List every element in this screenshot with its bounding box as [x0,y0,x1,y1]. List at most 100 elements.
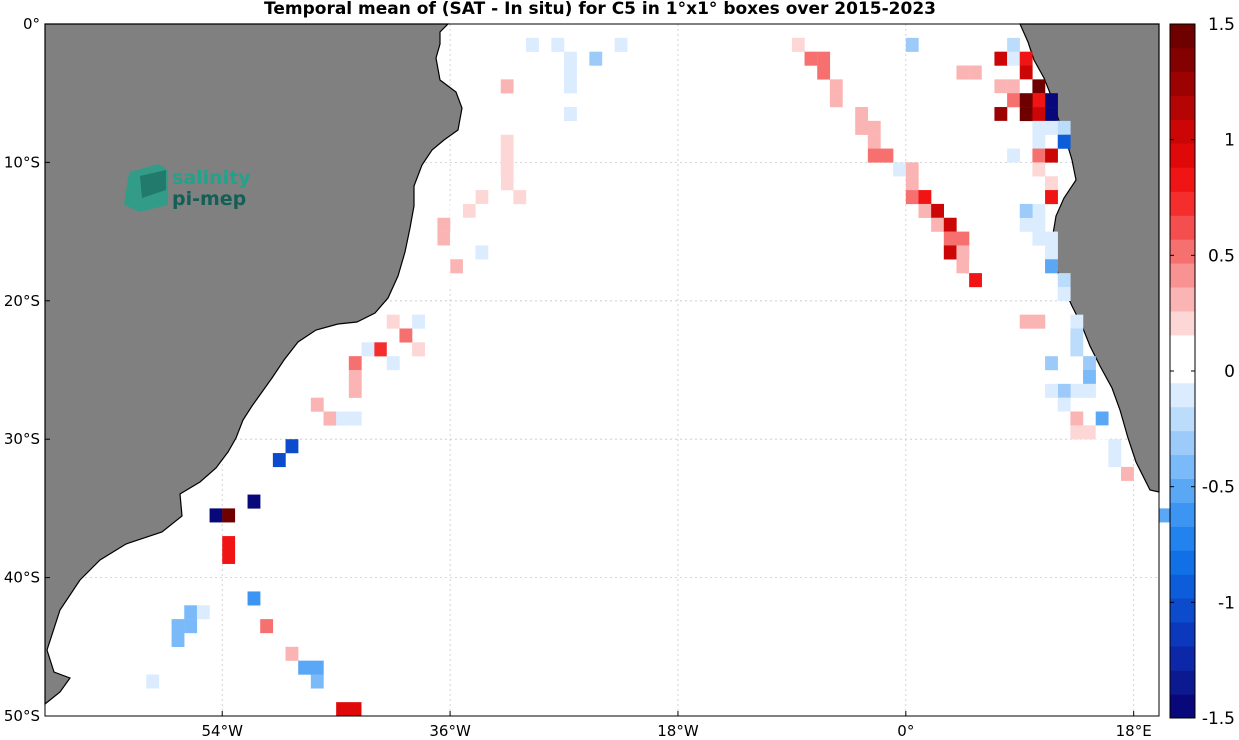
colorbar-swatch [1170,454,1195,479]
grid-box [500,162,514,177]
grid-box [969,65,982,80]
colorbar-swatch [1170,167,1195,192]
colorbar-tick-label: -0.5 [1202,478,1235,498]
grid-box [361,342,375,357]
grid-box [222,549,236,564]
y-tick-label: 20°S [4,292,40,310]
grid-box [994,79,1008,94]
grid-box [1045,176,1058,191]
grid-box [1083,425,1096,440]
grid-box [804,51,818,66]
grid-box [1007,134,1020,149]
grid-box [374,383,387,398]
grid-box [1045,356,1058,371]
logo-mark-shade [140,170,166,198]
grid-box [931,217,944,232]
grid-box [424,245,438,260]
grid-box [817,65,831,80]
grid-box [437,217,451,232]
colorbar-tick-label: -1.5 [1202,709,1235,729]
colorbar-swatch [1170,335,1195,360]
grid-box [298,660,312,675]
grid-box [488,190,501,205]
colorbar-swatch [1170,287,1195,312]
grid-box [1032,217,1046,232]
colorbar-swatch [1170,143,1195,168]
grid-box [564,65,577,80]
plot-frame [44,23,1160,717]
grid-box [462,217,476,232]
grid-box [386,342,400,357]
grid-box [1057,383,1071,398]
grid-box [260,619,274,634]
grid-box [880,148,894,163]
grid-box [564,51,577,66]
grid-box [589,51,603,66]
grid-box [475,217,489,232]
grid-box [500,79,514,94]
grid-box [475,176,489,191]
grid-box [1057,411,1071,426]
colorbar-swatch [1170,502,1195,527]
grid-box [374,370,387,385]
grid-box [475,190,489,205]
grid-box [348,411,362,426]
x-tick-label: 54°W [202,722,244,740]
grid-box [310,397,324,412]
grid-box [956,231,970,246]
colorbar-swatch [1170,263,1195,288]
colorbar-swatch [1170,550,1195,575]
grid-box [412,314,425,329]
grid-box [1019,93,1033,108]
grid-box [386,314,400,329]
grid-box [994,120,1008,135]
grid-box [1045,231,1058,246]
grid-box [513,190,527,205]
grid-box [943,245,957,260]
grid-box [1007,79,1020,94]
grid-box [1108,453,1122,468]
grid-box [348,356,362,371]
grid-box [1057,120,1071,135]
grid-box [1045,148,1058,163]
colorbar-swatch [1170,574,1195,599]
grid-box [969,273,982,288]
colorbar-swatch [1170,478,1195,503]
x-tick-label: 18°W [657,722,699,740]
grid-box [905,176,919,191]
colorbar-swatch [1170,95,1195,121]
grid-box [437,231,451,246]
grid-box [994,51,1008,66]
grid-box [829,93,843,108]
grid-box [817,51,831,66]
grid-box [424,273,438,288]
map-title: Temporal mean of (SAT - In situ) for C5 … [264,0,936,19]
grid-box [867,134,881,149]
grid-box [1045,259,1058,274]
grid-box [526,37,539,52]
grid-box [424,259,438,274]
salinity-pi-mep-logo: salinity pi-mep [124,164,251,212]
grid-box [222,536,236,551]
colorbar-swatch [1170,598,1195,623]
grid-box [1045,190,1058,205]
grid-box [956,51,970,66]
grid-box [399,328,413,343]
grid-box [386,356,400,371]
grid-box [374,342,387,357]
y-tick-label: 50°S [4,707,40,725]
grid-box [1032,93,1046,108]
grid-box [500,148,514,163]
grid-box [1032,314,1046,329]
grid-box [551,37,565,52]
grid-box [893,162,907,177]
colorbar-swatch [1170,670,1195,695]
colorbar-swatch [1170,239,1195,264]
colorbar-swatch [1170,526,1195,551]
colorbar-swatch [1170,24,1195,49]
grid-box [285,646,299,661]
data-cells [146,37,1172,717]
x-tick-label: 36°W [429,722,471,740]
logo-text-salinity: salinity [172,167,251,189]
grid-box [437,245,451,260]
